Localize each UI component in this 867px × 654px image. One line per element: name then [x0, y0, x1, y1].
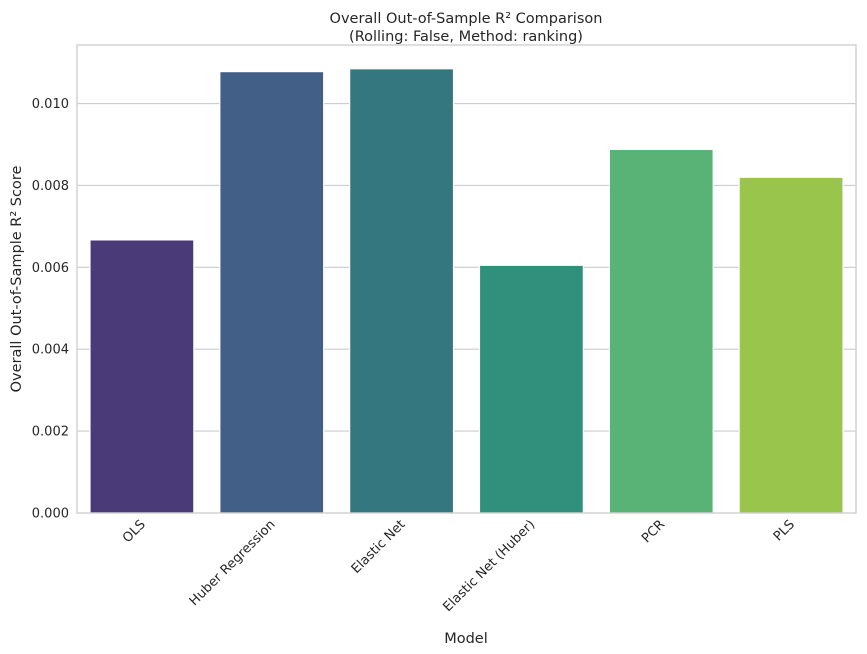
bars: [89, 68, 844, 514]
x-tick-label: Elastic Net (Huber): [440, 517, 538, 615]
x-tick-labels: OLS Huber Regression Elastic Net Elastic Ne…: [120, 517, 798, 615]
bar-pls: [738, 176, 844, 514]
x-tick-label: PCR: [639, 517, 668, 546]
chart-subtitle: (Rolling: False, Method: ranking): [349, 29, 583, 45]
x-tick-label: PLS: [771, 517, 798, 544]
bar-ols: [89, 239, 195, 514]
x-axis-label: Model: [444, 631, 488, 647]
x-tick-label: Elastic Net: [349, 517, 409, 577]
y-tick-label: 0.002: [32, 425, 69, 440]
y-axis-label: Overall Out-of-Sample R² Score: [9, 166, 25, 393]
y-tick-label: 0.004: [32, 343, 69, 358]
chart-title: Overall Out-of-Sample R² Comparison: [330, 11, 603, 27]
bar-elastic-net: [349, 68, 455, 514]
y-tick-label: 0.010: [32, 97, 69, 112]
y-tick-label: 0.008: [32, 179, 69, 194]
bar-pcr: [608, 148, 714, 514]
y-tick-labels: 0.000 0.002 0.004 0.006 0.008 0.010: [32, 97, 69, 521]
plot-frame: [76, 44, 857, 514]
x-tick-label: OLS: [120, 517, 149, 546]
bar-elastic-net-huber: [478, 264, 584, 514]
y-tick-label: 0.000: [32, 507, 69, 522]
bar-huber-regression: [219, 71, 325, 514]
x-tick-label: Huber Regression: [187, 517, 279, 609]
y-tick-label: 0.006: [32, 261, 69, 276]
